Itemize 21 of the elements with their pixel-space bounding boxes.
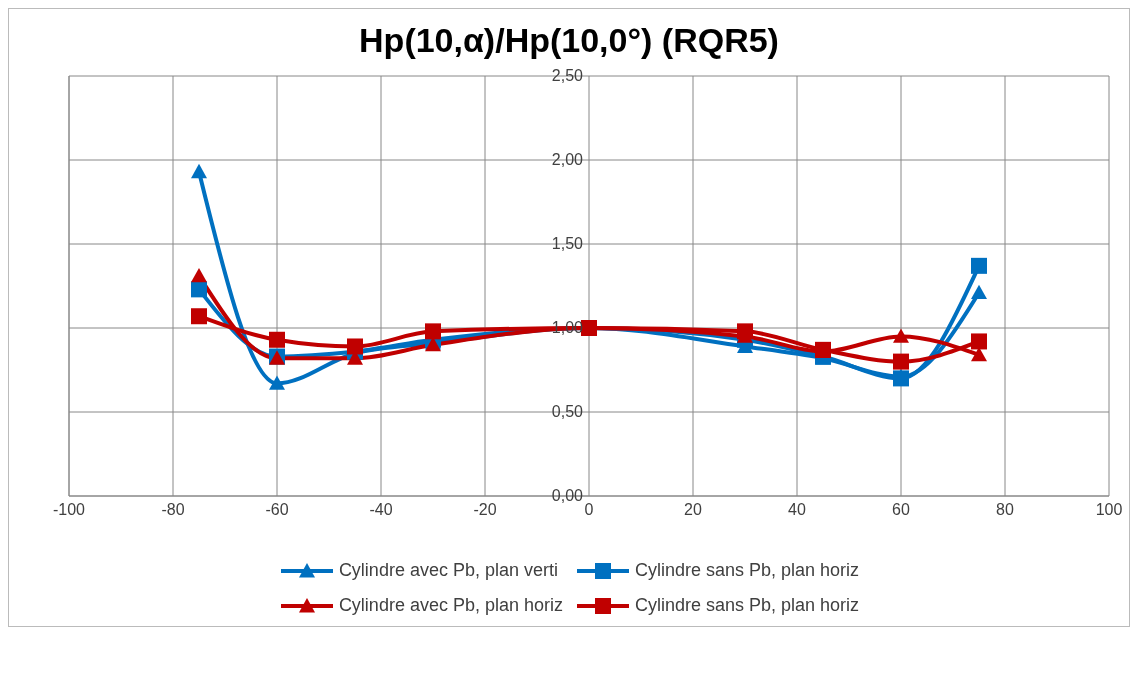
- x-tick-label: -20: [473, 501, 497, 519]
- x-tick-label: 80: [996, 501, 1014, 519]
- y-tick-label: 0,50: [551, 403, 584, 420]
- x-tick-label: 60: [892, 501, 910, 519]
- x-tick-label: -80: [161, 501, 185, 519]
- legend-label: Cylindre avec Pb, plan horiz: [338, 595, 563, 616]
- x-tick-label: 20: [684, 501, 702, 519]
- y-tick-label: 0,00: [551, 487, 584, 504]
- legend-label: Cylindre avec Pb, plan verti: [338, 560, 558, 581]
- y-tick-label: 2,50: [551, 67, 584, 84]
- x-tick-label: 0: [584, 501, 594, 519]
- x-tick-label: -60: [265, 501, 289, 519]
- x-tick-label: 100: [1095, 501, 1123, 519]
- y-tick-label: 2,00: [551, 151, 584, 168]
- x-tick-label: -100: [52, 501, 86, 519]
- y-tick-label: 1,50: [551, 235, 584, 252]
- x-tick-label: 40: [788, 501, 806, 519]
- x-tick-label: -40: [369, 501, 393, 519]
- legend-label: Cylindre sans Pb, plan horiz: [635, 595, 860, 616]
- legend-label: Cylindre sans Pb, plan horiz: [635, 560, 860, 581]
- chart-title: Hp(10,α)/Hp(10,0°) (RQR5): [358, 20, 780, 61]
